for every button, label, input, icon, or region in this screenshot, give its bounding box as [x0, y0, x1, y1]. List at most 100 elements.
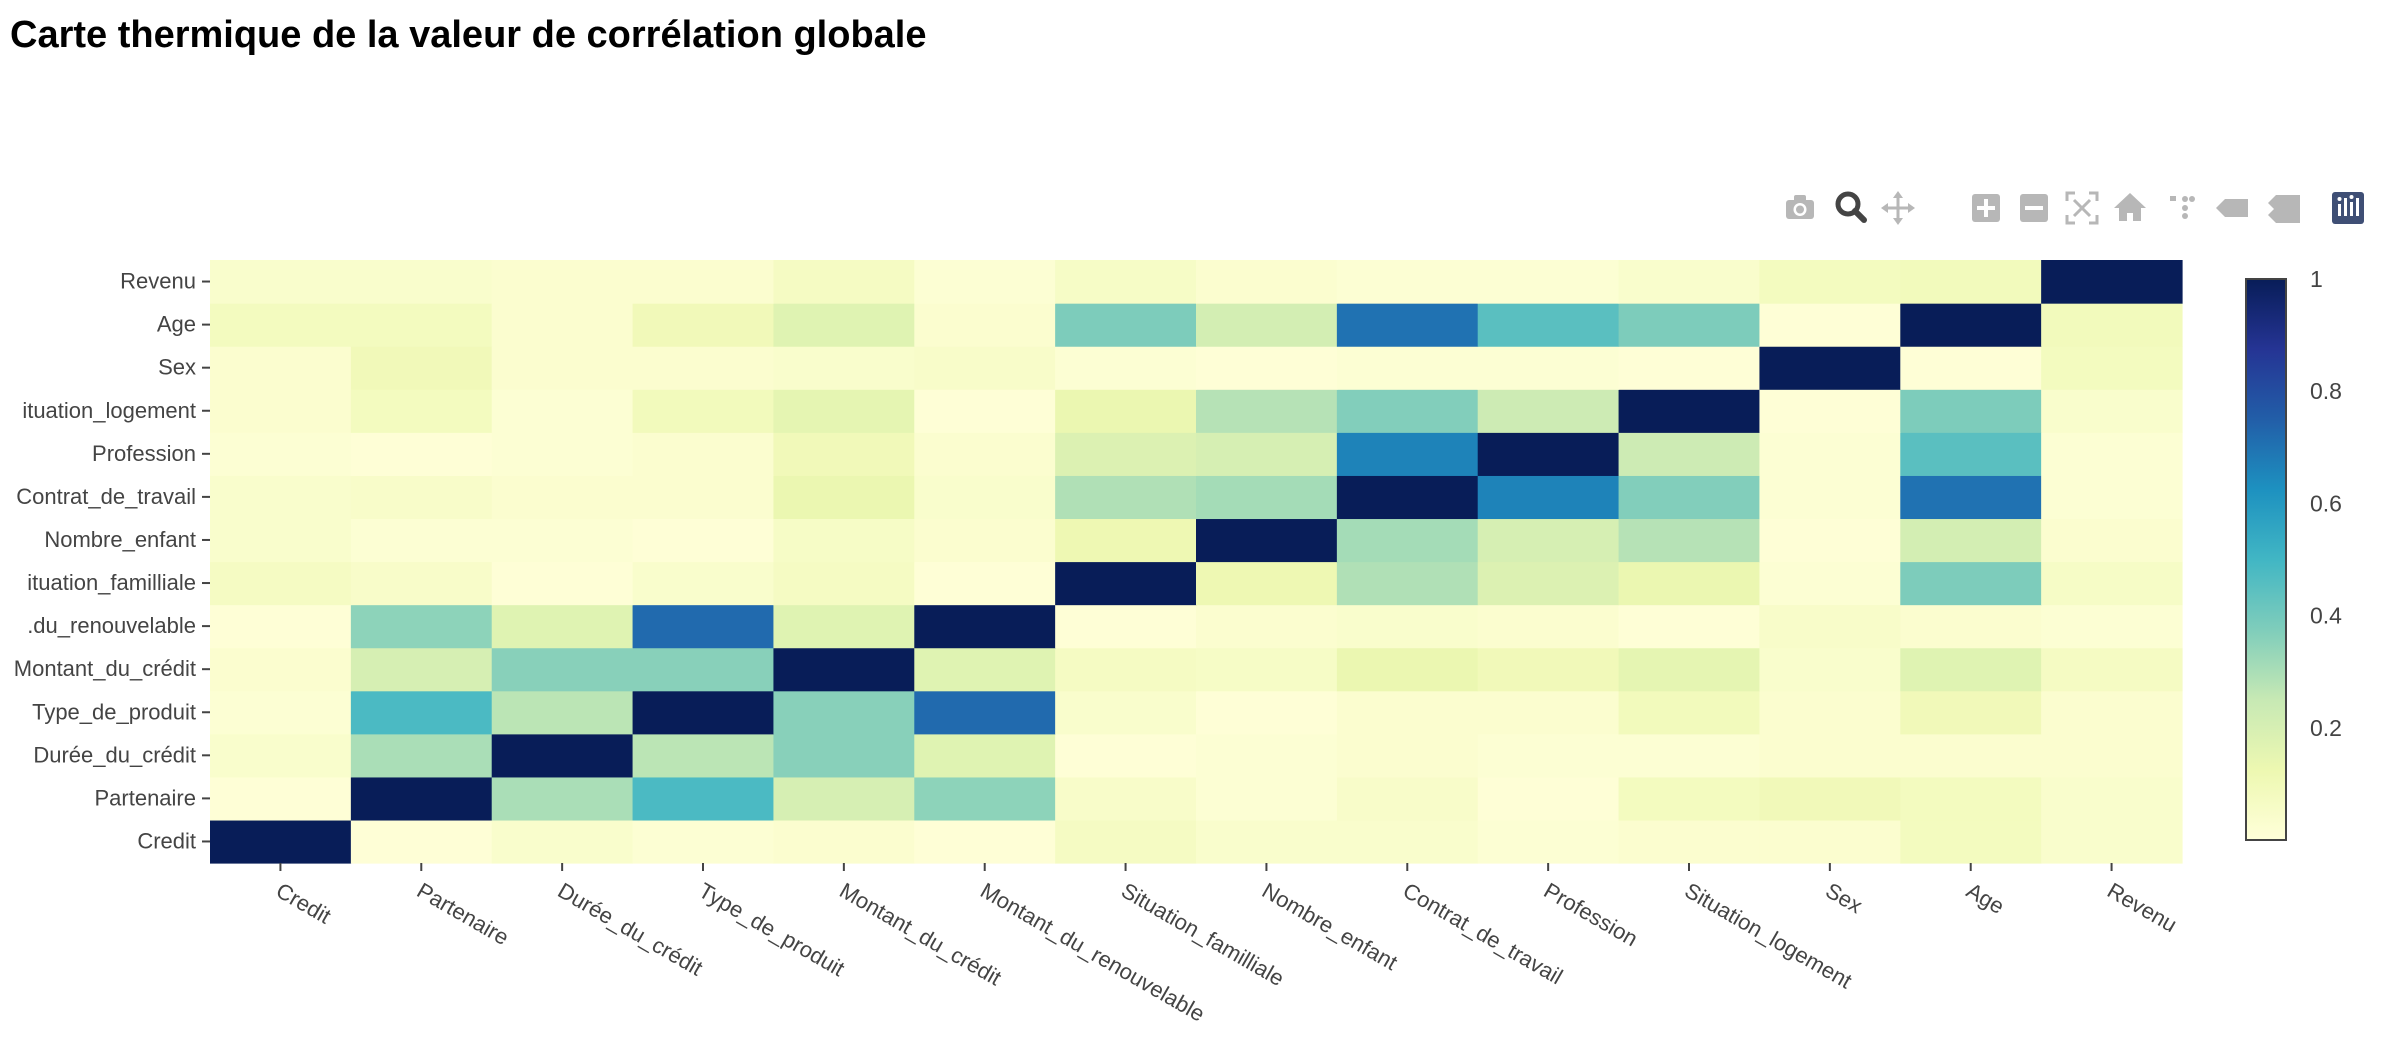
x-tick-label: Nombre_enfant	[1258, 878, 1402, 975]
heatmap-cell	[491, 518, 634, 563]
y-tick-label: ituation_familliale	[27, 570, 196, 595]
heatmap-cell	[632, 475, 775, 520]
spike-lines-icon[interactable]	[2170, 196, 2195, 219]
heatmap-cell	[350, 346, 493, 390]
hover-compare-icon[interactable]	[2268, 195, 2300, 223]
heatmap-cell	[1196, 733, 1338, 778]
heatmap-cell	[350, 733, 493, 778]
heatmap-cell	[773, 604, 915, 649]
heatmap-cell	[210, 389, 352, 433]
heatmap-cell	[1336, 303, 1479, 347]
heatmap-cell	[1336, 432, 1479, 476]
y-tick-label: Type_de_produit	[32, 699, 196, 724]
heatmap-cell	[210, 690, 352, 735]
heatmap-cell	[632, 518, 775, 563]
heatmap-cell	[1759, 260, 1901, 304]
heatmap-cell	[914, 389, 1056, 433]
heatmap-cell	[773, 690, 915, 735]
y-tick-label: Profession	[92, 441, 196, 466]
colorbar-tick-label: 0.8	[2310, 378, 2342, 404]
zoom-in-icon[interactable]	[1972, 194, 2000, 222]
heatmap-cell	[1759, 733, 1901, 778]
heatmap-cell	[2041, 518, 2183, 563]
heatmap-cell	[1336, 604, 1479, 649]
heatmap-cell	[773, 389, 915, 433]
heatmap-cell	[773, 475, 915, 520]
heatmap-cell	[1618, 561, 1761, 606]
heatmap-cell	[1336, 647, 1479, 692]
heatmap-cell	[1055, 432, 1197, 476]
heatmap-cell	[1477, 518, 1620, 563]
heatmap-cell	[350, 260, 493, 304]
reset-axes-icon[interactable]	[2114, 193, 2146, 221]
heatmap-cell	[210, 346, 352, 390]
heatmap-cell	[210, 604, 352, 649]
heatmap-cell	[1900, 604, 2042, 649]
heatmap-cell	[1477, 819, 1620, 864]
zoom-out-icon[interactable]	[2020, 194, 2048, 222]
heatmap-cell	[773, 260, 915, 304]
heatmap-cell	[773, 647, 915, 692]
colorbar: 0.2 0.4 0.6 0.8 1	[2245, 266, 2342, 841]
heatmap-cell	[491, 561, 634, 606]
heatmap-cell	[632, 432, 775, 476]
plotly-logo-icon[interactable]	[2332, 192, 2364, 224]
heatmap-cell	[491, 389, 634, 433]
hover-closest-icon[interactable]	[2216, 199, 2248, 217]
heatmap-cell	[350, 690, 493, 735]
heatmap-cell	[1336, 819, 1479, 864]
colorbar-ticks: 0.2 0.4 0.6 0.8 1	[2310, 266, 2342, 741]
heatmap-cell	[350, 389, 493, 433]
heatmap-cell	[1759, 604, 1901, 649]
heatmap-cells	[210, 260, 2183, 864]
heatmap-cell	[1618, 432, 1761, 476]
heatmap-cell	[1618, 303, 1761, 347]
y-tick-label: Age	[157, 312, 196, 337]
heatmap-cell	[2041, 733, 2183, 778]
heatmap-cell	[1900, 303, 2042, 347]
heatmap-cell	[1196, 346, 1338, 390]
heatmap-cell	[1055, 776, 1197, 821]
heatmap-cell	[491, 819, 634, 864]
heatmap-cell	[350, 475, 493, 520]
heatmap-cell	[491, 303, 634, 347]
heatmap-cell	[350, 604, 493, 649]
x-tick-label: Revenu	[2103, 878, 2181, 938]
y-tick-label: Revenu	[120, 269, 196, 294]
heatmap-cell	[1055, 346, 1197, 390]
heatmap-cell	[914, 733, 1056, 778]
heatmap-cell	[491, 776, 634, 821]
heatmap-cell	[1759, 690, 1901, 735]
heatmap-cell	[632, 647, 775, 692]
heatmap-cell	[1196, 260, 1338, 304]
heatmap-cell	[1055, 604, 1197, 649]
zoom-icon[interactable]	[1835, 191, 1867, 223]
pan-icon[interactable]	[1881, 191, 1915, 225]
heatmap-cell	[1196, 604, 1338, 649]
heatmap-cell	[1055, 389, 1197, 433]
heatmap-cell	[350, 432, 493, 476]
heatmap-cell	[1759, 647, 1901, 692]
heatmap-cell	[1618, 260, 1761, 304]
heatmap-cell	[2041, 561, 2183, 606]
heatmap-cell	[1477, 647, 1620, 692]
heatmap-cell	[1618, 604, 1761, 649]
heatmap-cell	[1477, 604, 1620, 649]
heatmap-cell	[1759, 432, 1901, 476]
heatmap-cell	[632, 303, 775, 347]
heatmap-cell	[1618, 776, 1761, 821]
heatmap-cell	[210, 776, 352, 821]
x-tick-label: Durée_du_crédit	[554, 878, 707, 981]
heatmap-cell	[1055, 260, 1197, 304]
camera-icon[interactable]	[1786, 195, 1814, 219]
heatmap-cell	[1900, 647, 2042, 692]
heatmap-cell	[1055, 518, 1197, 563]
y-tick-label: .du_renouvelable	[27, 613, 196, 638]
autoscale-icon[interactable]	[2065, 191, 2099, 225]
heatmap-cell	[773, 561, 915, 606]
heatmap-cell	[210, 733, 352, 778]
heatmap-cell	[210, 260, 352, 304]
heatmap-cell	[632, 819, 775, 864]
x-tick-label: Profession	[1540, 878, 1643, 952]
